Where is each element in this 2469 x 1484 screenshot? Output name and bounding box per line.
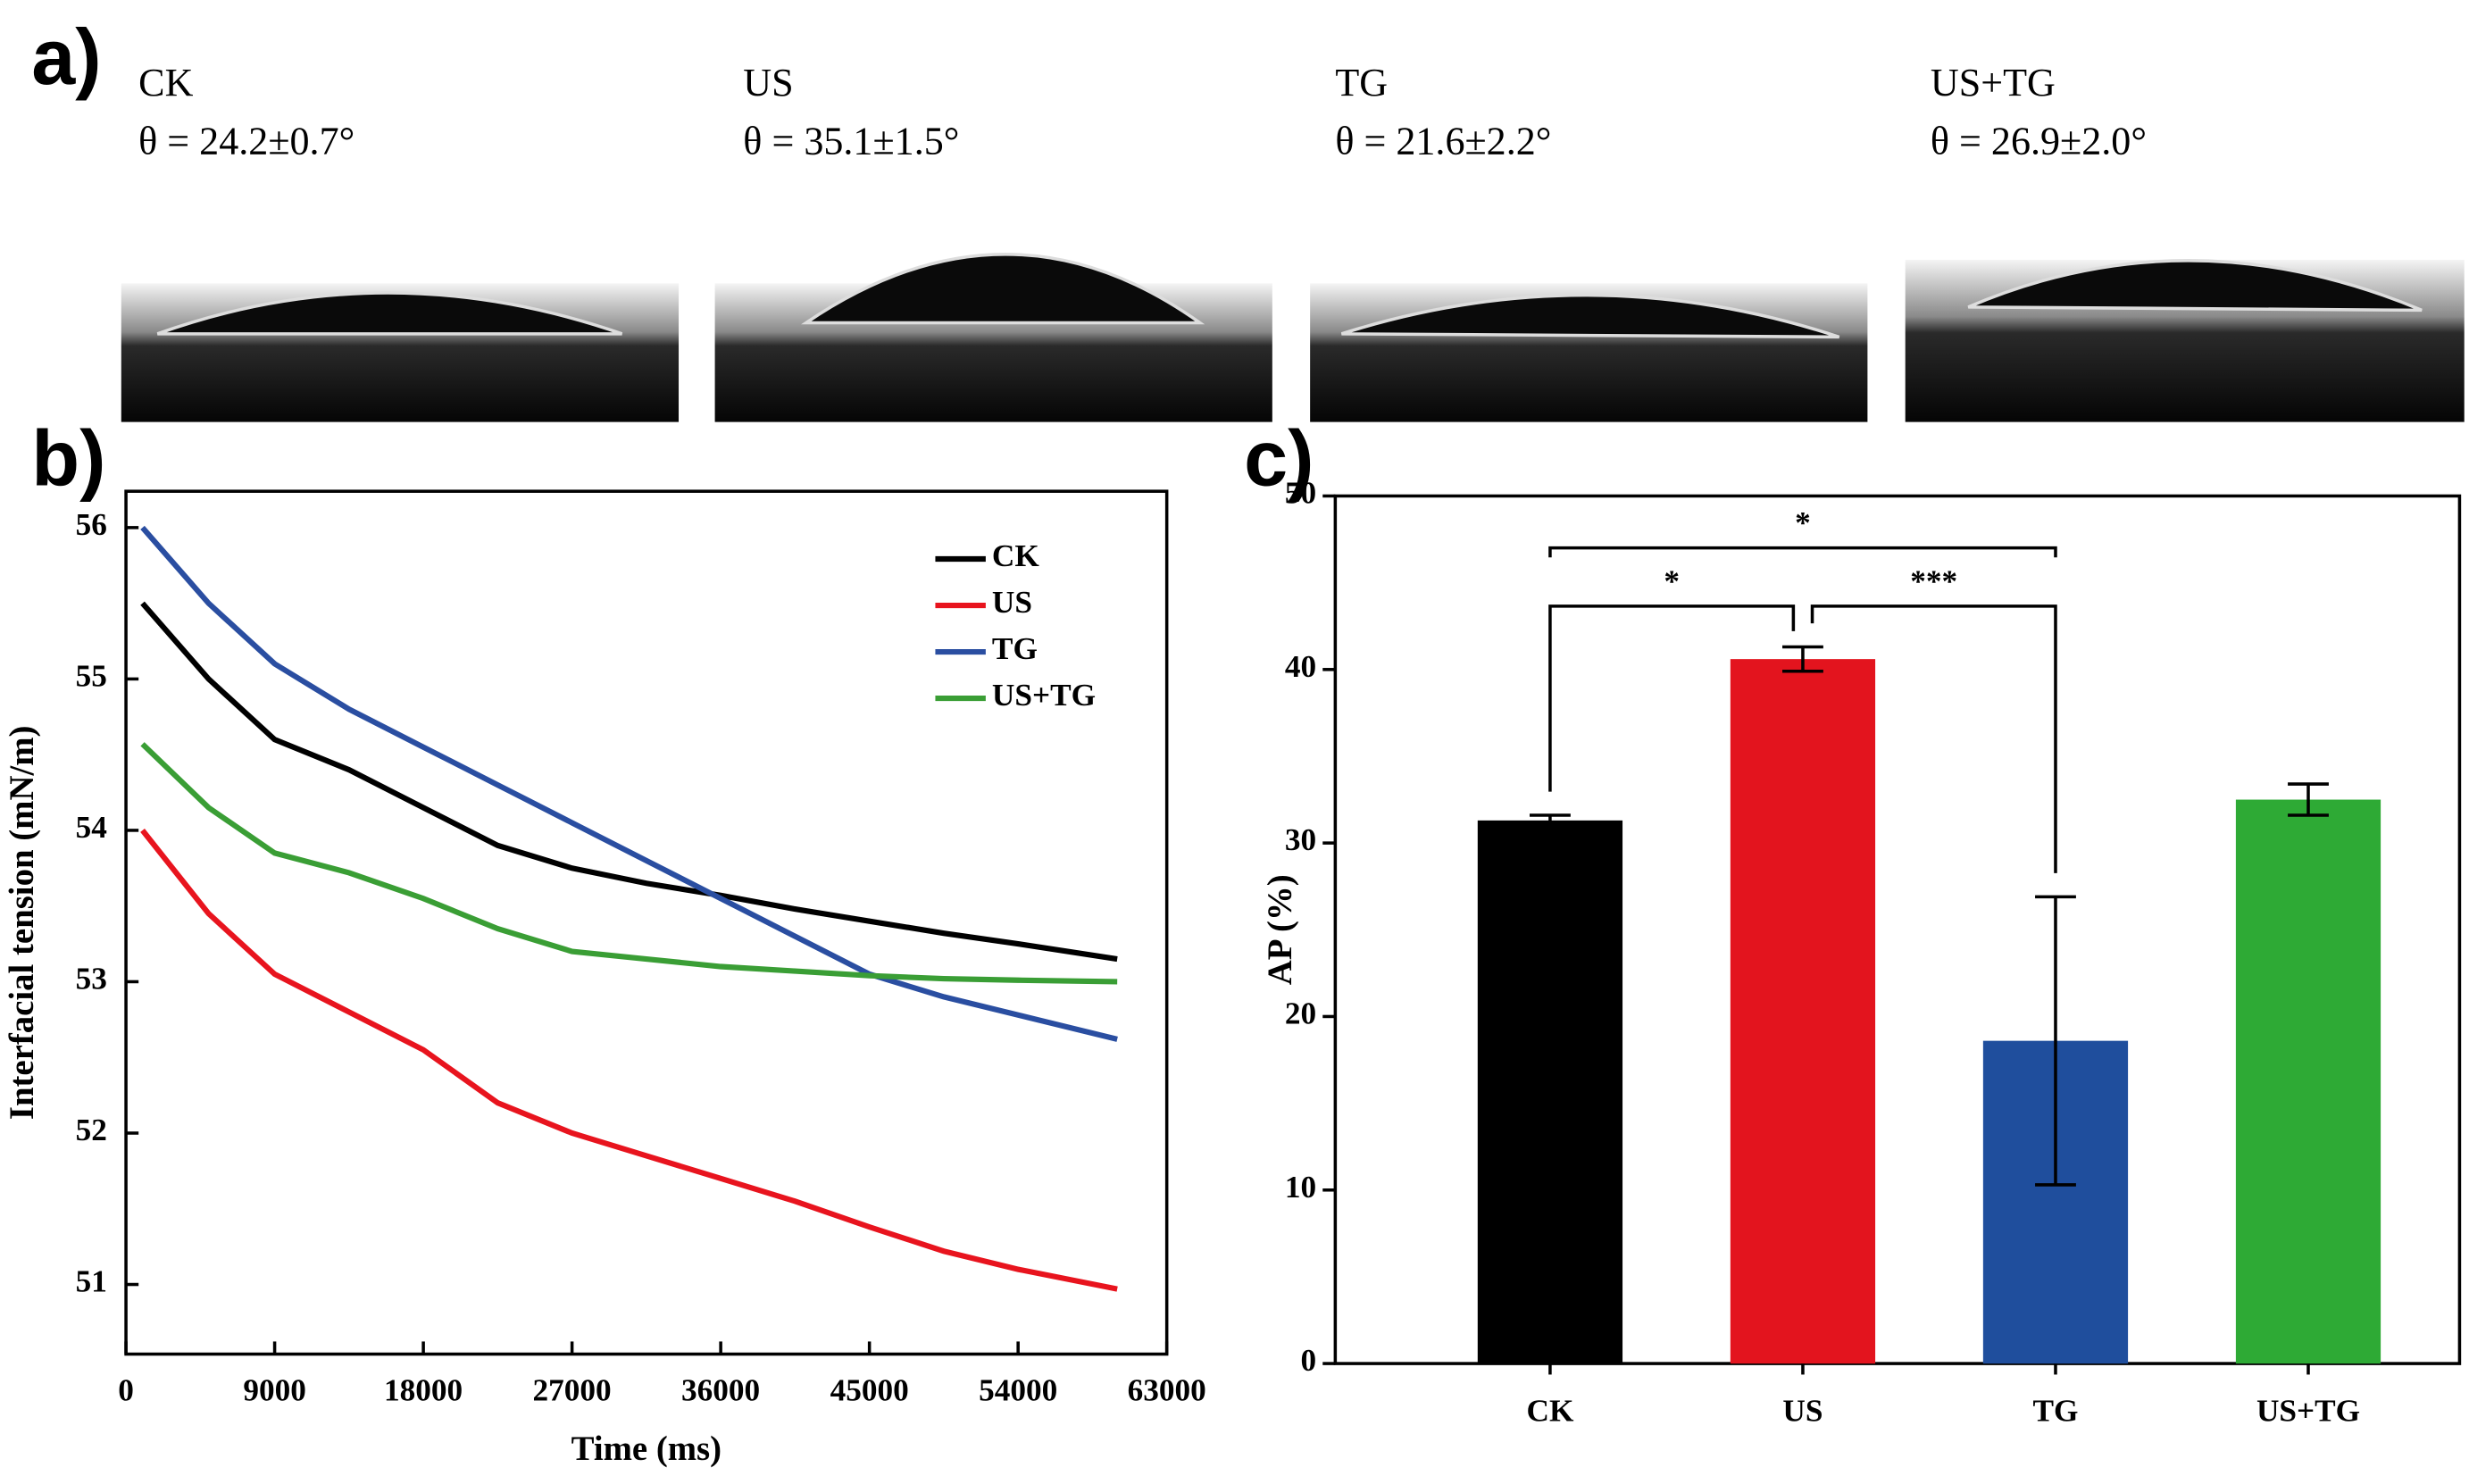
x-axis-label: Time (ms): [571, 1430, 722, 1468]
x-tick-label: 27000: [533, 1373, 612, 1408]
x-tick-label: US+TG: [2256, 1394, 2360, 1429]
bar: [1730, 659, 1876, 1364]
x-tick-label: 9000: [243, 1373, 306, 1408]
legend-label: CK: [992, 538, 1039, 573]
y-tick-label: 55: [76, 658, 107, 693]
series-line: [140, 829, 1118, 1292]
y-tick-label: 52: [76, 1113, 107, 1147]
error-bar: [2035, 895, 2076, 1187]
y-tick-label: 10: [1285, 1170, 1316, 1205]
significance-label: *: [1664, 563, 1680, 598]
y-tick-label: 53: [76, 962, 107, 996]
bar: [2235, 799, 2381, 1364]
x-tick-label: TG: [2033, 1394, 2079, 1429]
y-tick-label: 51: [76, 1264, 107, 1299]
contact-angle: θ = 26.9±2.0°: [1931, 119, 2147, 163]
panel-label: c): [1244, 413, 1314, 502]
panel-label: a): [31, 13, 101, 101]
x-tick-label: 0: [118, 1373, 134, 1408]
sample-name: TG: [1335, 61, 1388, 104]
significance-label: ***: [1910, 563, 1957, 598]
significance-label: *: [1795, 505, 1811, 540]
sample-name: CK: [138, 61, 193, 104]
plot-frame: [124, 489, 1169, 1356]
series-line: [140, 525, 1118, 1042]
x-tick-label: 45000: [830, 1373, 909, 1408]
error-bar: [2288, 782, 2329, 817]
series-line: [140, 601, 1118, 963]
bar: [1477, 820, 1623, 1364]
contact-angle: θ = 35.1±1.5°: [743, 119, 959, 163]
y-tick-label: 40: [1285, 649, 1316, 684]
x-tick-label: CK: [1526, 1394, 1573, 1429]
y-axis-label: AP (%): [1261, 874, 1299, 985]
significance-bracket: [1810, 604, 2057, 873]
y-tick-label: 56: [76, 507, 107, 542]
error-bar: [1782, 645, 1823, 673]
y-tick-label: 0: [1301, 1343, 1317, 1378]
y-tick-label: 20: [1285, 996, 1316, 1031]
significance-bracket: [1548, 546, 2057, 558]
x-tick-label: 54000: [979, 1373, 1057, 1408]
contact-angle: θ = 24.2±0.7°: [138, 119, 355, 163]
legend-label: US: [992, 585, 1032, 620]
sample-name: US: [743, 61, 793, 104]
x-tick-label: 36000: [681, 1373, 760, 1408]
droplet-photo: [121, 253, 2465, 422]
contact-angle: θ = 21.6±2.2°: [1335, 119, 1551, 163]
legend-label: US+TG: [992, 678, 1096, 713]
significance-bracket: [1548, 604, 1796, 792]
sample-name: US+TG: [1931, 61, 2056, 104]
panel-label: b): [31, 413, 105, 502]
series-line: [140, 742, 1118, 985]
y-tick-label: 50: [1285, 476, 1316, 511]
x-tick-label: 63000: [1128, 1373, 1206, 1408]
legend-label: TG: [992, 631, 1038, 666]
error-bar: [1530, 813, 1571, 828]
plot-frame: [1333, 494, 2462, 1365]
x-tick-label: US: [1782, 1394, 1823, 1429]
y-tick-label: 30: [1285, 822, 1316, 857]
x-tick-label: 18000: [384, 1373, 463, 1408]
y-axis-label: Interfacial tension (mN/m): [3, 726, 41, 1121]
y-tick-label: 54: [76, 810, 107, 845]
